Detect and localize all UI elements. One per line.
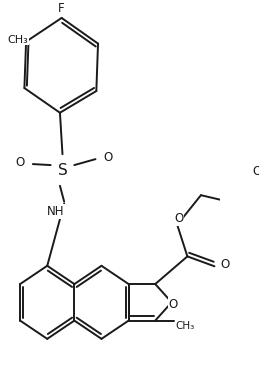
Text: F: F xyxy=(58,2,65,15)
Text: O: O xyxy=(174,213,184,225)
Text: O: O xyxy=(104,151,113,164)
Text: O: O xyxy=(220,258,229,271)
Text: NH: NH xyxy=(47,205,64,218)
Text: CH₃: CH₃ xyxy=(8,35,28,45)
Text: O: O xyxy=(252,165,259,178)
Text: O: O xyxy=(16,155,25,169)
Text: S: S xyxy=(57,162,67,177)
Text: CH₃: CH₃ xyxy=(176,321,195,331)
Text: O: O xyxy=(169,298,178,311)
